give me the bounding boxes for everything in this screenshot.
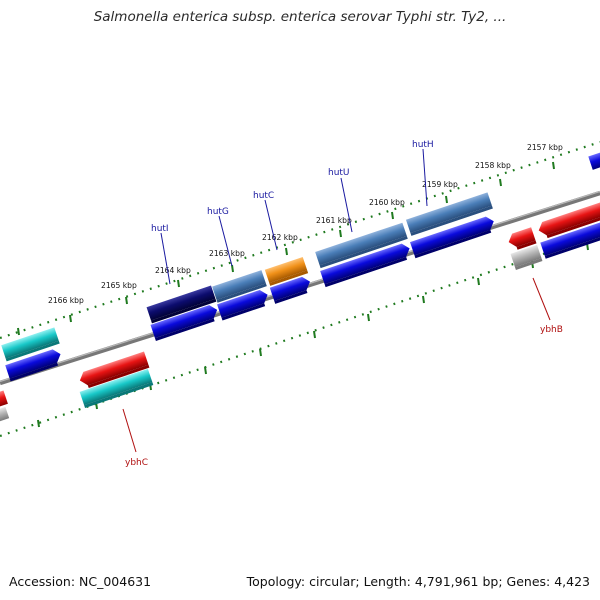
gene-label-hutC: hutC xyxy=(253,191,274,201)
kbp-label-2165: 2165 kbp xyxy=(101,281,137,290)
ruler-upper-dots xyxy=(0,140,600,340)
cyan-gene-left-upper[interactable] xyxy=(1,327,60,362)
label-leaders-blue xyxy=(160,148,428,285)
blue-gene-lower-right[interactable] xyxy=(540,220,600,259)
kbp-label-2164: 2164 kbp xyxy=(155,266,191,275)
cds-arrow[interactable] xyxy=(5,347,63,382)
kbp-label-2158: 2158 kbp xyxy=(475,161,511,170)
ybhC-gene[interactable] xyxy=(78,351,150,390)
hutG-gene[interactable] xyxy=(212,270,267,303)
ruler-lower-dots xyxy=(0,233,600,438)
kbp-label-2160: 2160 kbp xyxy=(369,198,405,207)
cds-arrow[interactable] xyxy=(150,303,220,342)
map-title: Salmonella enterica subsp. enterica sero… xyxy=(93,9,507,25)
gene-label-hutG: hutG xyxy=(207,207,229,217)
accession-text: Accession: NC_004631 xyxy=(9,574,152,589)
kbp-label-2163: 2163 kbp xyxy=(209,249,245,258)
grey-gene-right[interactable] xyxy=(510,244,543,270)
cds-arrow[interactable] xyxy=(410,215,497,259)
cds-arrow[interactable] xyxy=(320,242,413,288)
kbp-label-2161: 2161 kbp xyxy=(316,216,352,225)
kbp-label-2157: 2157 kbp xyxy=(527,143,563,152)
red-gene-left-edge[interactable] xyxy=(0,390,8,409)
kbp-label-2162: 2162 kbp xyxy=(262,233,298,242)
hutH-gene[interactable] xyxy=(405,192,493,236)
grey-gene-left-edge[interactable] xyxy=(0,406,10,424)
gene-label-ybhC: ybhC xyxy=(125,458,148,468)
gene-label-hutI: hutI xyxy=(151,224,169,234)
kbp-label-2166: 2166 kbp xyxy=(48,296,84,305)
topology-text: Topology: circular; Length: 4,791,961 bp… xyxy=(246,574,590,589)
kbp-label-2159: 2159 kbp xyxy=(422,180,458,189)
red-gene-right[interactable] xyxy=(536,200,600,240)
ybhB-gene[interactable] xyxy=(506,227,537,251)
gene-label-hutH: hutH xyxy=(412,140,434,150)
ruler-ticks xyxy=(17,161,589,428)
cyan-gene-lower-left[interactable] xyxy=(79,368,154,408)
hutI-gene[interactable] xyxy=(146,285,217,324)
blue-gene-right-edge[interactable] xyxy=(588,150,600,170)
label-leaders-red xyxy=(122,277,551,453)
hutC-gene[interactable] xyxy=(264,256,309,286)
hutU-gene[interactable] xyxy=(315,222,408,269)
cds-arrow[interactable] xyxy=(217,288,271,321)
gene-label-ybhB: ybhB xyxy=(540,325,563,335)
cds-arrow[interactable] xyxy=(269,275,313,304)
gene-label-hutU: hutU xyxy=(328,168,350,178)
